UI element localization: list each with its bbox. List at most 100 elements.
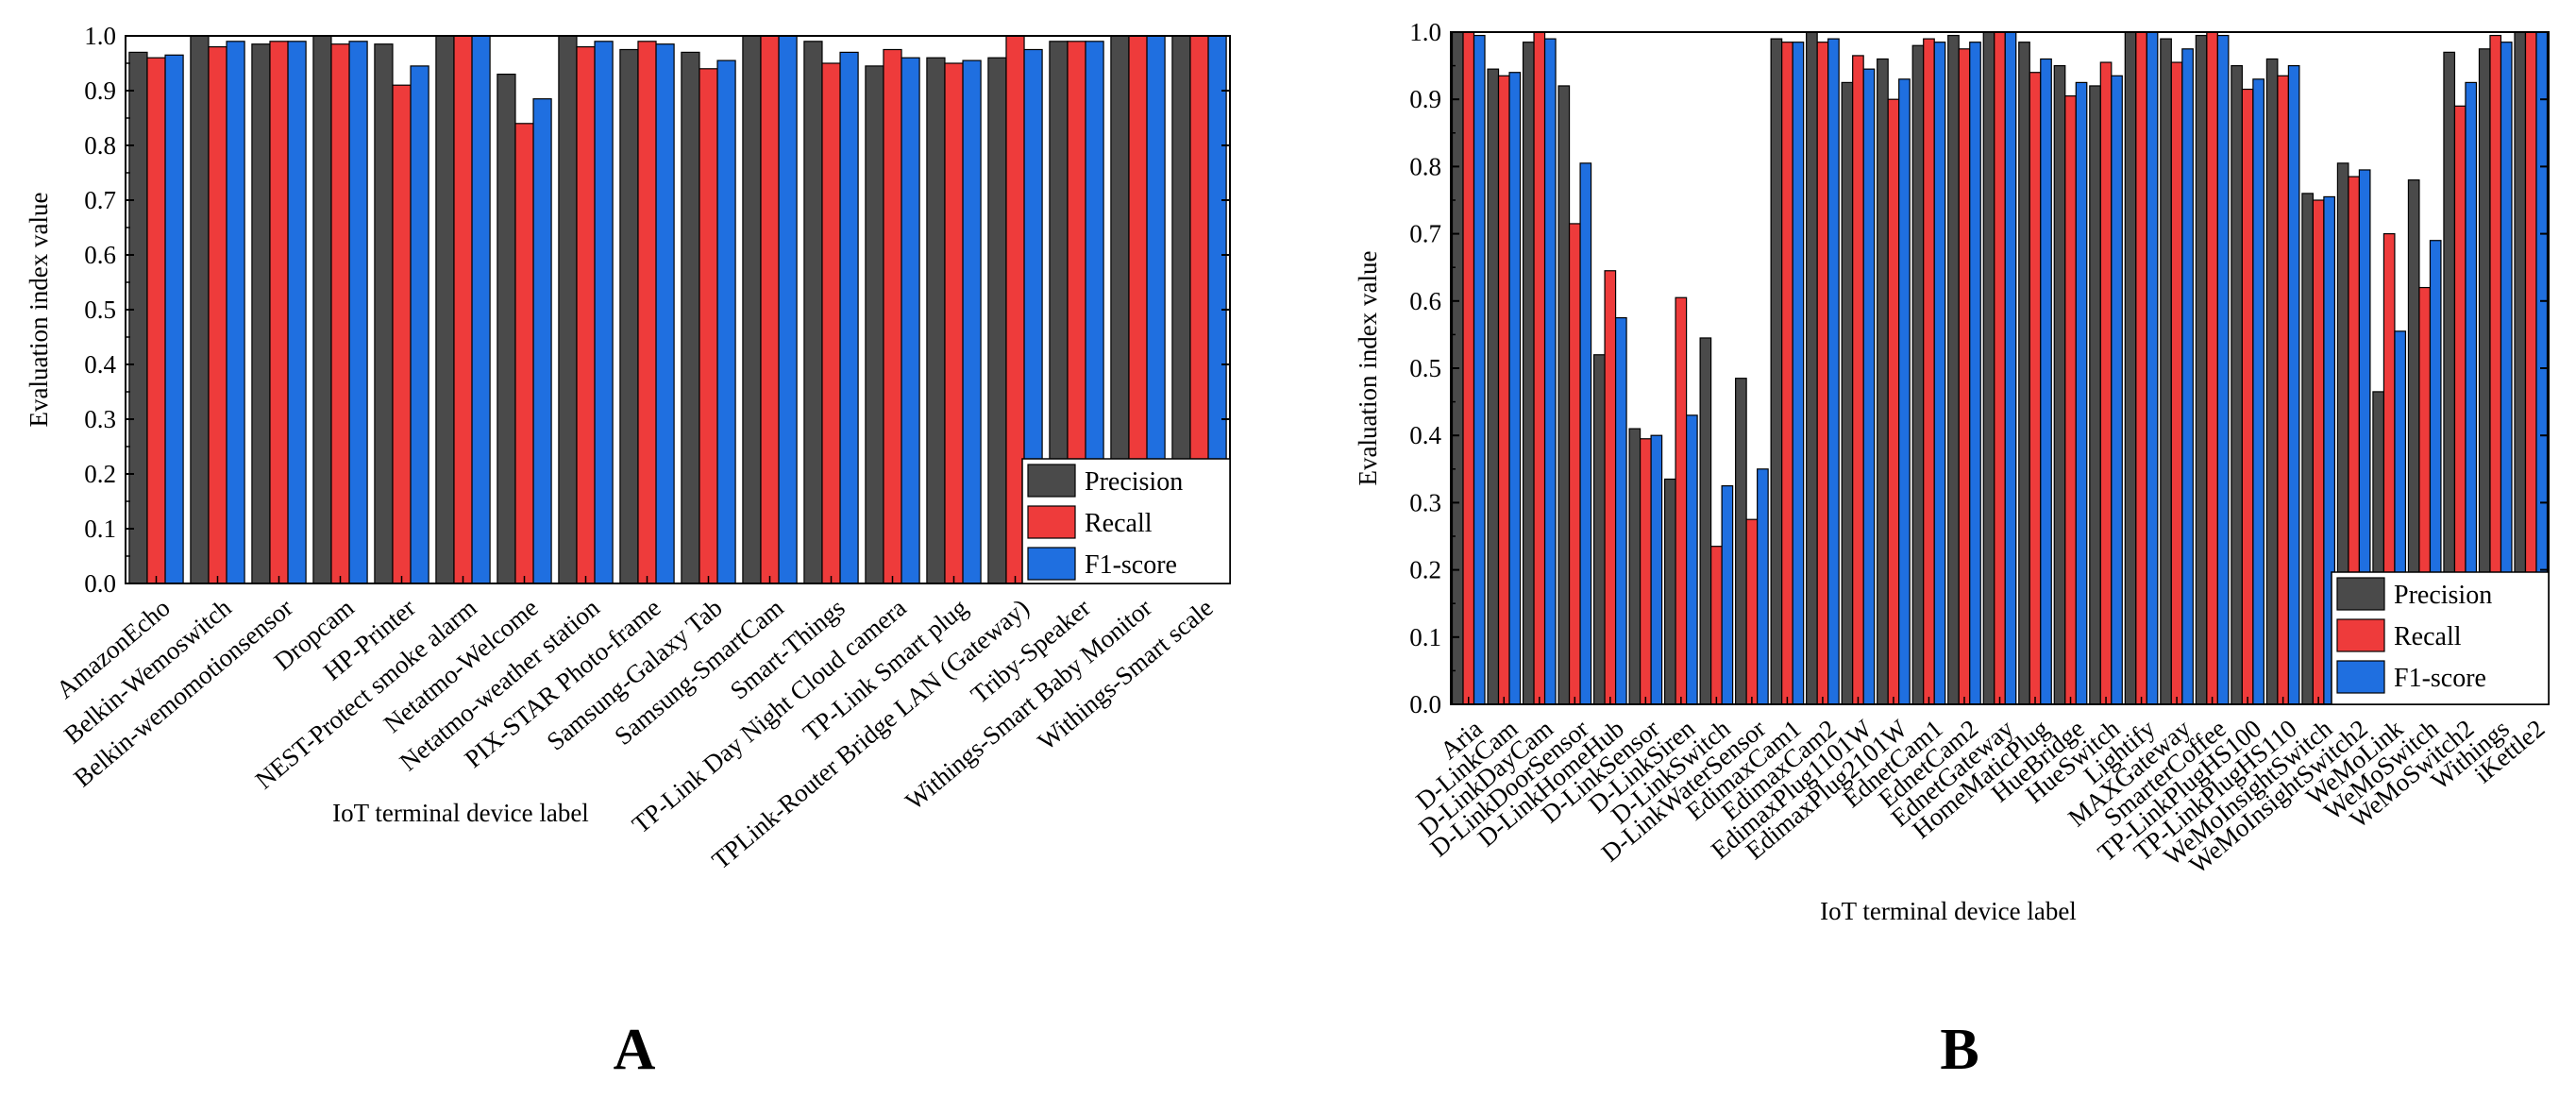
bar-recall xyxy=(1816,42,1829,705)
bar-f1 xyxy=(1508,72,1522,705)
bar-f1 xyxy=(2004,31,2017,705)
bar-precision xyxy=(2124,31,2137,705)
bar-f1 xyxy=(1898,78,1911,705)
bar-precision xyxy=(1592,354,1606,705)
bar-precision xyxy=(1982,31,1995,705)
legend-label-precision: Precision xyxy=(1085,467,1183,497)
y-axis: 0.0 0.1 0.2 0.3 0.4 0.5 0.6 0.7 0.8 0.9 1.0 xyxy=(1409,18,2549,718)
y-tick-label: 0.9 xyxy=(1409,85,1441,113)
bar-precision xyxy=(865,65,884,584)
y-axis-label: Evaluation index value xyxy=(25,193,53,428)
legend-swatch-precision xyxy=(2336,577,2385,611)
bar-precision xyxy=(681,51,700,584)
bar-recall xyxy=(1639,438,1652,705)
bar-recall xyxy=(1533,31,1546,705)
y-tick-label: 0.0 xyxy=(1409,690,1441,718)
panel-letter: B xyxy=(1940,1018,1978,1082)
bar-f1 xyxy=(1862,68,1876,705)
bar-recall xyxy=(208,45,227,584)
bar-precision xyxy=(558,35,578,584)
legend-label-f1: F1-score xyxy=(1085,550,1177,580)
bar-recall xyxy=(2206,31,2218,705)
bar-f1 xyxy=(2287,64,2300,705)
legend-swatch-f1 xyxy=(2336,660,2385,694)
bar-precision xyxy=(926,57,946,584)
bar-recall xyxy=(514,123,534,584)
bar-precision xyxy=(987,57,1007,584)
bar-recall xyxy=(2099,61,2113,705)
bar-f1 xyxy=(1650,434,1663,705)
bar-f1 xyxy=(287,41,307,584)
bar-f1 xyxy=(1827,38,1840,705)
bar-precision xyxy=(128,51,148,584)
bar-recall xyxy=(1462,31,1475,705)
bar-precision xyxy=(2231,64,2243,705)
legend-swatch-f1 xyxy=(1027,547,1076,581)
panel-letter: A xyxy=(614,1018,656,1082)
y-tick-label: 0.3 xyxy=(1409,488,1441,516)
legend-label-precision: Precision xyxy=(2394,581,2492,610)
legend-label-recall: Recall xyxy=(2394,622,2462,651)
bar-f1 xyxy=(594,41,614,584)
bar-recall xyxy=(1781,42,1793,705)
y-tick-label: 0.9 xyxy=(84,76,116,105)
legend-label-f1: F1-score xyxy=(2394,664,2486,693)
bar-precision xyxy=(1663,478,1676,705)
bar-f1 xyxy=(348,41,368,584)
bar-recall xyxy=(1604,270,1617,705)
bar-f1 xyxy=(962,59,982,584)
bar-precision xyxy=(251,43,271,584)
y-tick-label: 1.0 xyxy=(1409,18,1441,46)
x-axis: AriaD-LinkCamD-LinkDayCamD-LinkDoorSenso… xyxy=(1410,697,2550,879)
y-tick-label: 0.7 xyxy=(84,186,116,214)
legend-swatch-recall xyxy=(1027,505,1076,539)
bar-recall xyxy=(1675,296,1688,705)
bar-precision xyxy=(312,35,332,584)
bar-precision xyxy=(1877,58,1889,705)
bar-f1 xyxy=(1543,38,1557,705)
y-tick-label: 0.3 xyxy=(84,405,116,433)
bar-precision xyxy=(1699,337,1712,705)
bar-f1 xyxy=(2111,75,2123,705)
bar-recall xyxy=(883,48,902,584)
bar-f1 xyxy=(2181,48,2194,705)
y-tick-label: 0.6 xyxy=(84,241,116,269)
bar-recall xyxy=(760,35,780,584)
bar-precision xyxy=(1487,68,1500,705)
bar-f1 xyxy=(2040,58,2052,705)
bar-recall xyxy=(2170,61,2183,705)
bar-f1 xyxy=(226,41,245,584)
bar-recall xyxy=(1923,38,1935,705)
bar-precision xyxy=(1841,81,1854,705)
y-tick-label: 0.7 xyxy=(1409,220,1441,248)
legend-swatch-precision xyxy=(1027,464,1076,498)
bar-f1 xyxy=(2252,78,2265,705)
legend: Precision Recall F1-score xyxy=(2331,571,2550,705)
legend-swatch-recall xyxy=(2336,618,2385,652)
bar-precision xyxy=(497,73,516,584)
bar-recall xyxy=(1745,518,1759,705)
bar-recall xyxy=(576,45,596,584)
bar-f1 xyxy=(1933,42,1946,705)
bar-precision xyxy=(2195,34,2208,705)
y-tick-label: 0.5 xyxy=(84,296,116,324)
bar-recall xyxy=(1710,546,1723,705)
bar-precision xyxy=(742,35,762,584)
bar-recall xyxy=(637,41,657,584)
bar-f1 xyxy=(2146,31,2159,705)
bar-recall xyxy=(146,57,166,584)
bar-recall xyxy=(1497,75,1510,705)
bar-precision xyxy=(374,43,394,584)
bar-precision xyxy=(435,35,455,584)
bar-recall xyxy=(2064,95,2077,705)
bar-f1 xyxy=(410,65,429,584)
bar-recall xyxy=(1958,48,1971,705)
legend-label-recall: Recall xyxy=(1085,509,1153,538)
x-axis-label: IoT terminal device label xyxy=(1820,897,2077,925)
bar-precision xyxy=(2160,38,2172,705)
bar-recall xyxy=(269,41,289,584)
bar-recall xyxy=(392,84,412,584)
bar-recall xyxy=(699,68,718,584)
bar-precision xyxy=(2265,58,2279,705)
